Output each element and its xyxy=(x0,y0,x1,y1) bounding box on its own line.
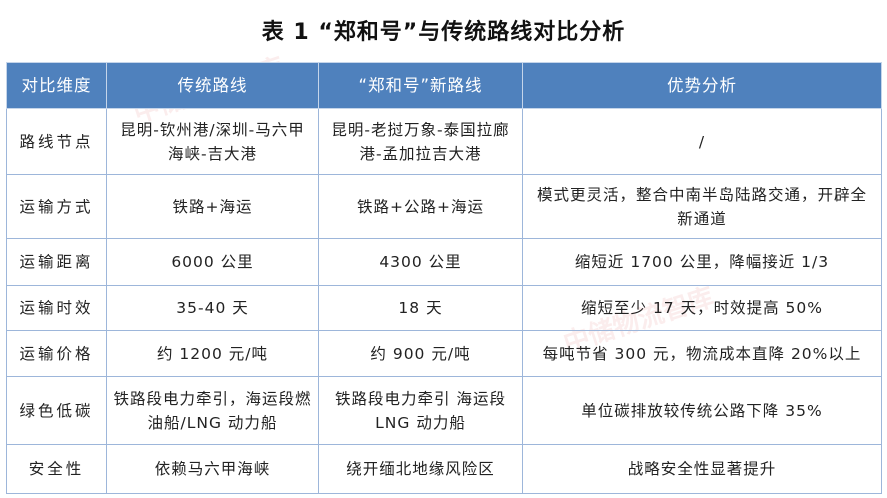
table-cell: / xyxy=(522,108,882,175)
table-cell: 绿色低碳 xyxy=(6,376,107,445)
table-cell: 缩短至少 17 天，时效提高 50% xyxy=(522,285,882,331)
table-row: 路线节点 昆明-钦州港/深圳-马六甲海峡-吉大港 昆明-老挝万象-泰国拉廊港-孟加拉… xyxy=(6,108,882,175)
table-cell: 约 900 元/吨 xyxy=(318,330,523,377)
table-cell: 运输方式 xyxy=(6,174,107,239)
header-cell: 对比维度 xyxy=(6,62,107,109)
table-cell: 铁路段电力牵引 海运段 LNG 动力船 xyxy=(318,376,523,445)
table-cell: 约 1200 元/吨 xyxy=(106,330,319,377)
table-cell: 昆明-钦州港/深圳-马六甲海峡-吉大港 xyxy=(106,108,319,175)
table-row: 运输时效 35-40 天 18 天缩短至少 17 天，时效提高 50% xyxy=(6,285,882,331)
table-cell: 战略安全性显著提升 xyxy=(522,444,882,494)
header-cell: 传统路线 xyxy=(106,62,319,109)
comparison-table: 对比维度 传统路线 “郑和号”新路线 优势分析 路线节点 昆明-钦州港/深圳-马六… xyxy=(6,62,882,494)
table-cell: 铁路段电力牵引，海运段燃油船/LNG 动力船 xyxy=(106,376,319,445)
table-cell: 铁路+海运 xyxy=(106,174,319,239)
table-cell: 绕开缅北地缘风险区 xyxy=(318,444,523,494)
header-row: 对比维度 传统路线 “郑和号”新路线 优势分析 xyxy=(6,62,882,109)
table-cell: 每吨节省 300 元，物流成本直降 20%以上 xyxy=(522,330,882,377)
table-row: 运输距离 6000 公里 4300 公里 缩短近 1700 公里，降幅接近 1/3 xyxy=(6,238,882,286)
table-cell: 运输价格 xyxy=(6,330,107,377)
table-cell: 单位碳排放较传统公路下降 35% xyxy=(522,376,882,445)
header-cell: 优势分析 xyxy=(522,62,882,109)
table-cell: 铁路+公路+海运 xyxy=(318,174,523,239)
table-row: 绿色低碳 铁路段电力牵引，海运段燃油船/LNG 动力船 铁路段电力牵引 海运段 LN… xyxy=(6,376,882,445)
table-cell: 安全性 xyxy=(6,444,107,494)
table-cell: 昆明-老挝万象-泰国拉廊港-孟加拉吉大港 xyxy=(318,108,523,175)
table-title: 表 1 “郑和号”与传统路线对比分析 xyxy=(261,20,626,45)
table-cell: 缩短近 1700 公里，降幅接近 1/3 xyxy=(522,238,882,286)
table-row: 运输价格约 1200 元/吨约 900 元/吨 每吨节省 300 元，物流成本直降… xyxy=(6,330,882,377)
table-cell: 运输时效 xyxy=(6,285,107,331)
table-cell: 18 天 xyxy=(318,285,523,331)
table-cell: 4300 公里 xyxy=(318,238,523,286)
header-cell: “郑和号”新路线 xyxy=(318,62,523,109)
table-row: 安全性 依赖马六甲海峡 绕开缅北地缘风险区 战略安全性显著提升 xyxy=(6,444,882,494)
table-cell: 35-40 天 xyxy=(106,285,319,331)
table-cell: 依赖马六甲海峡 xyxy=(106,444,319,494)
table-cell: 模式更灵活，整合中南半岛陆路交通，开辟全新通道 xyxy=(522,174,882,239)
table-cell: 运输距离 xyxy=(6,238,107,286)
table-cell: 6000 公里 xyxy=(106,238,319,286)
table-row: 运输方式 铁路+海运 铁路+公路+海运 模式更灵活，整合中南半岛陆路交通，开辟全新通道 xyxy=(6,174,882,239)
table-cell: 路线节点 xyxy=(6,108,107,175)
